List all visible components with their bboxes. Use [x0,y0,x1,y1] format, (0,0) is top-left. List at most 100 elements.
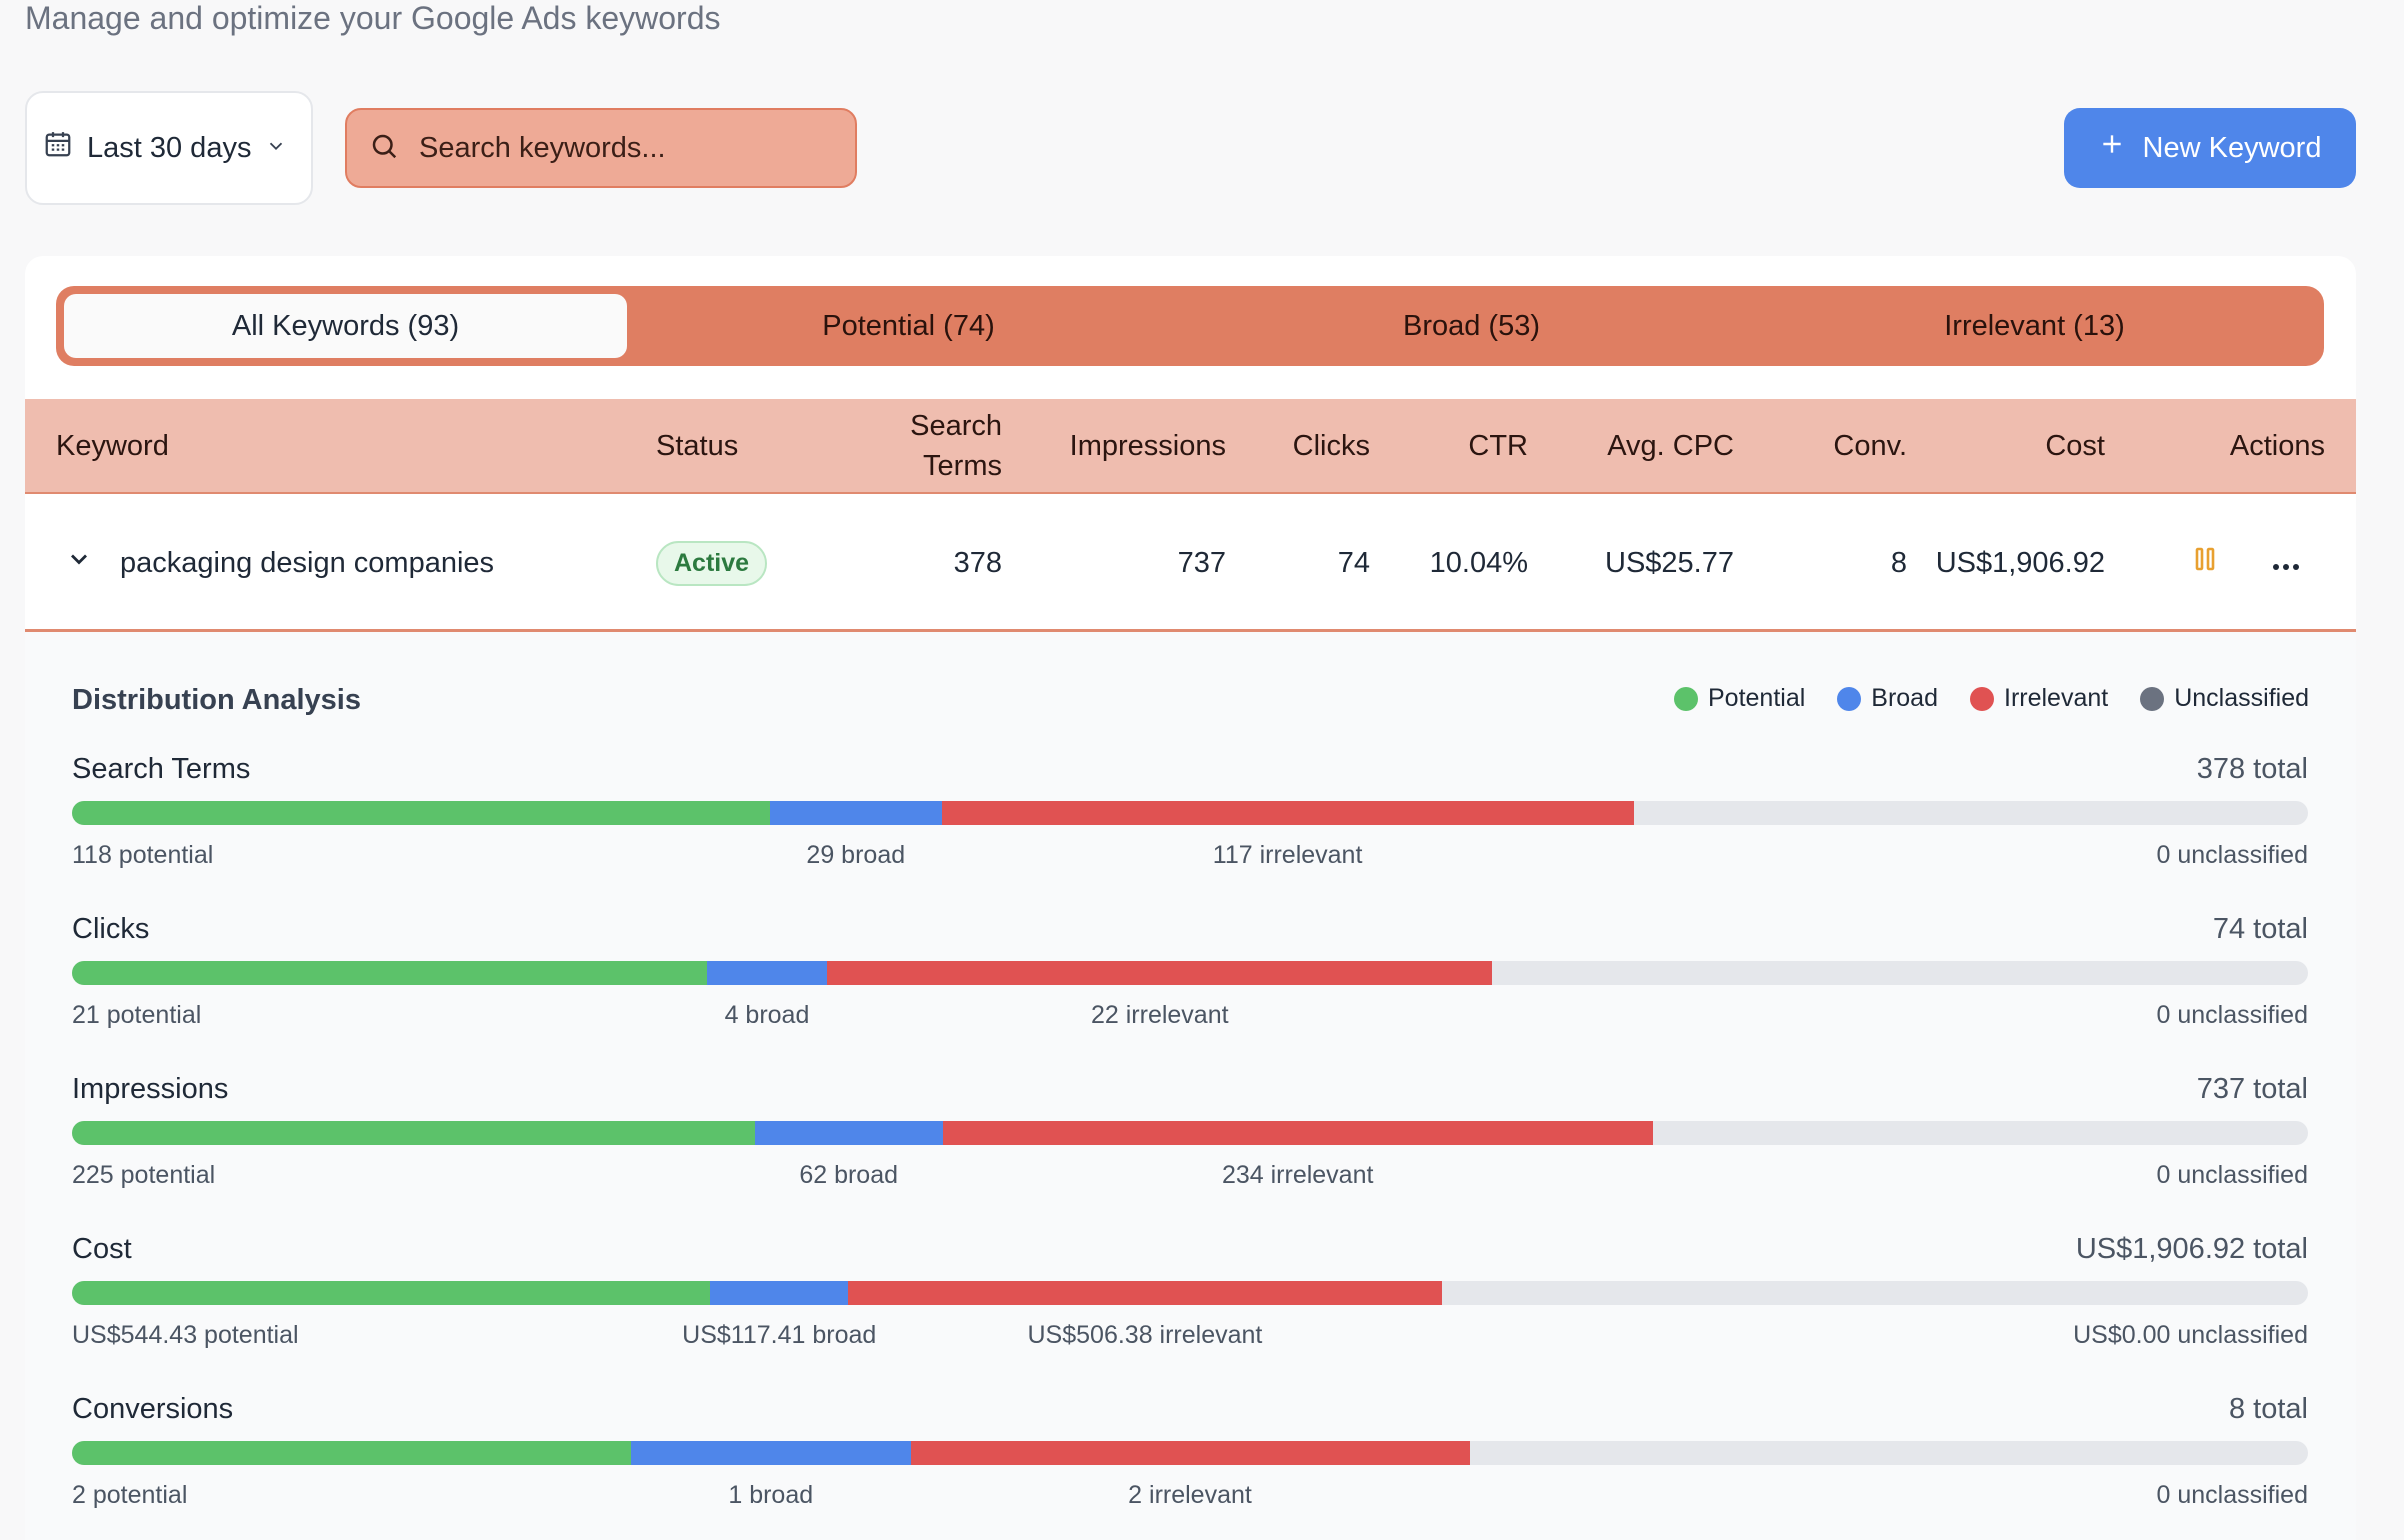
segment-label-irrelevant: 234 irrelevant [1221,1161,1374,1189]
metric-clicks: Clicks 74 total 21 potential 4 broad 22 irre… [72,913,2308,1063]
bar-segment-broad [770,801,942,825]
bar-segment-potential [72,1281,711,1305]
metric-name: Conversions [72,1393,234,1425]
metric-name: Clicks [72,913,150,945]
bar-segment-potential [72,1441,631,1465]
metric-total: 8 total [2229,1393,2308,1425]
legend-dot-potential [1673,686,1698,711]
new-keyword-label: New Keyword [2142,131,2322,164]
legend-label-irrelevant: Irrelevant [2004,684,2109,712]
segment-labels: 21 potential 4 broad 22 irrelevant 0 unclas… [72,1001,2308,1033]
bar-segment-broad [706,961,828,985]
bar-segment-irrelevant [910,1441,1470,1465]
bar-segment-irrelevant [941,801,1634,825]
column-header-conv[interactable]: Conv. [1833,430,1907,462]
bar-segment-irrelevant [942,1121,1653,1145]
search-box [345,108,857,188]
column-header-status[interactable]: Status [656,430,739,462]
distribution-analysis: Distribution Analysis Potential Broad Ir… [25,632,2356,1540]
legend-item-unclassified: Unclassified [2140,684,2309,713]
column-header-keyword[interactable]: Keyword [56,430,169,462]
metric-total: US$1,906.92 total [2075,1233,2308,1265]
bar-segment-irrelevant [827,961,1493,985]
impressions-cell: 737 [1177,546,1226,579]
date-range-picker[interactable]: Last 30 days [25,91,313,205]
conv-cell: 8 [1890,546,1907,579]
metric-search-terms: Search Terms 378 total 118 potential 29 bro… [72,753,2308,903]
more-actions-button[interactable] [2271,494,2301,632]
status-badge: Active [656,540,768,586]
metric-total: 737 total [2196,1073,2308,1105]
calendar-icon [43,129,73,167]
keyword-tabs: All Keywords (93) Potential (74) Broad (… [56,286,2324,366]
distribution-bar [72,1281,2308,1305]
search-icon [369,131,399,166]
avg-cpc-cell: US$25.77 [1605,546,1734,579]
legend-label-broad: Broad [1871,684,1938,712]
new-keyword-button[interactable]: New Keyword [2064,108,2356,188]
segment-label-irrelevant: 22 irrelevant [1090,1001,1229,1029]
page-subtitle: Manage and optimize your Google Ads keyw… [25,0,721,36]
tab-potential[interactable]: Potential (74) [822,309,995,342]
legend-dot-broad [1837,686,1862,711]
distribution-title: Distribution Analysis [72,684,361,716]
segment-labels: 225 potential 62 broad 234 irrelevant 0 unc… [72,1161,2308,1193]
segment-label-irrelevant: US$506.38 irrelevant [1027,1321,1263,1349]
table-row[interactable]: packaging design companies Active 378 73… [25,494,2356,632]
segment-label-broad: 4 broad [724,1001,810,1029]
chevron-down-icon [265,132,287,165]
segment-label-unclassified: 0 unclassified [2156,841,2308,869]
bar-segment-potential [72,961,707,985]
bar-segment-potential [72,801,770,825]
bar-segment-irrelevant [848,1281,1442,1305]
distribution-legend: Potential Broad Irrelevant Unclassified [1673,684,2309,713]
pause-button[interactable] [2193,494,2217,632]
column-header-cost[interactable]: Cost [2045,430,2105,462]
tab-broad[interactable]: Broad (53) [1402,309,1540,342]
search-input[interactable] [419,131,819,165]
segment-labels: US$544.43 potential US$117.41 broad US$506… [72,1321,2308,1353]
metric-name: Cost [72,1233,132,1265]
metric-conversions: Conversions 8 total 2 potential 1 broad 2 ir… [72,1393,2308,1540]
cost-cell: US$1,906.92 [1935,546,2105,579]
plus-icon [2099,131,2125,165]
segment-label-unclassified: 0 unclassified [2156,1481,2308,1509]
metric-impressions: Impressions 737 total 225 potential 62 broa… [72,1073,2308,1223]
metric-total: 74 total [2212,913,2308,945]
metric-cost: Cost US$1,906.92 total US$544.43 potential… [72,1233,2308,1383]
metric-name: Search Terms [72,753,251,785]
table-header: Keyword Status Search Terms Impressions … [25,399,2356,494]
search-terms-cell: 378 [953,546,1002,579]
segment-label-potential: US$544.43 potential [72,1321,299,1349]
segment-label-irrelevant: 2 irrelevant [1128,1481,1252,1509]
keyword-cell: packaging design companies [120,546,495,579]
legend-label-potential: Potential [1707,684,1806,712]
segment-labels: 118 potential 29 broad 117 irrelevant 0 unc… [72,841,2308,873]
column-header-ctr[interactable]: CTR [1468,430,1528,462]
date-range-label: Last 30 days [87,131,252,164]
legend-item-broad: Broad [1837,684,1938,713]
segment-label-potential: 2 potential [72,1481,188,1509]
legend-item-irrelevant: Irrelevant [1970,684,2108,713]
tab-all-keywords[interactable]: All Keywords (93) [64,294,627,358]
column-header-search-terms-line1: Search [910,410,1002,442]
column-header-impressions[interactable]: Impressions [1069,430,1226,462]
keywords-card: All Keywords (93) Potential (74) Broad (… [25,256,2356,1540]
clicks-cell: 74 [1337,546,1370,579]
expand-toggle[interactable] [65,494,93,632]
column-header-clicks[interactable]: Clicks [1292,430,1370,462]
segment-label-irrelevant: 117 irrelevant [1212,841,1363,869]
more-horizontal-icon [2271,547,2301,580]
distribution-bar [72,1121,2308,1145]
tab-irrelevant[interactable]: Irrelevant (13) [1944,309,2125,342]
bar-segment-broad [754,1121,943,1145]
metric-total: 378 total [2196,753,2308,785]
bar-segment-broad [710,1281,849,1305]
segment-labels: 2 potential 1 broad 2 irrelevant 0 unclassi… [72,1481,2308,1513]
segment-label-broad: 62 broad [799,1161,899,1189]
segment-label-broad: 29 broad [806,841,906,869]
column-header-search-terms[interactable]: Search Terms [910,406,1002,486]
distribution-bar [72,961,2308,985]
chevron-down-icon [65,545,93,581]
column-header-avg-cpc[interactable]: Avg. CPC [1607,430,1734,462]
